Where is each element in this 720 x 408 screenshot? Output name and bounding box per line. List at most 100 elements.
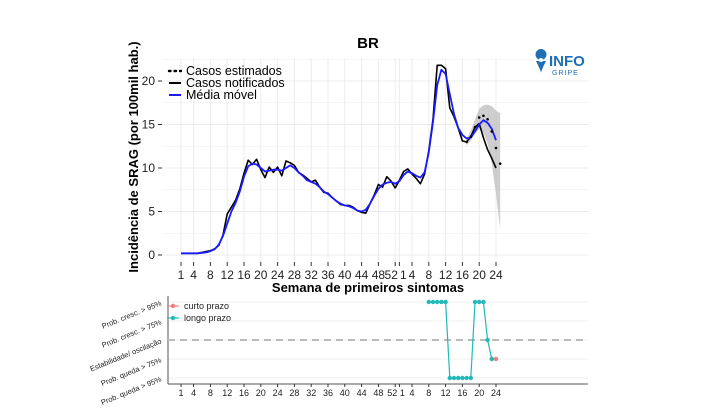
pin-hole — [539, 58, 543, 62]
legend-dot-short-term — [170, 303, 176, 309]
trend-x-tick-label: 4 — [191, 388, 196, 398]
trend-point-long-term — [456, 375, 461, 381]
trend-point-long-term — [426, 299, 431, 305]
x-tick-label: 36 — [321, 268, 335, 282]
main-grid — [162, 58, 589, 262]
trend-x-tick-label: 16 — [457, 388, 467, 398]
x-tick-label: 24 — [271, 268, 285, 282]
trend-x-tick-label: 24 — [273, 388, 283, 398]
legend-label-moving-average: Média móvel — [186, 88, 257, 102]
trend-x-ticks: 1 4 8 12 16 20 24 28 32 36 40 44 48 52 1 4 8 12 16 20 24 — [178, 384, 501, 398]
main-lines — [181, 64, 502, 255]
trend-x-tick-label: 32 — [306, 388, 316, 398]
trend-point-long-term — [481, 299, 486, 305]
x-tick-label: 12 — [221, 268, 235, 282]
x-tick-label: 48 — [372, 268, 386, 282]
trend-y-ticks: Prob. cresc. > 95%Prob. cresc. > 75%Esta… — [89, 298, 163, 407]
y-tick-label: 0 — [148, 248, 155, 262]
estimated-point — [486, 117, 489, 121]
trend-x-tick-label: 20 — [256, 388, 266, 398]
trend-point-short-term — [493, 356, 499, 362]
main-x-ticks: 1 4 8 12 16 20 24 28 32 36 40 44 48 52 1 4 8 12 16 20 24 — [178, 262, 503, 282]
y-tick-label: 15 — [142, 118, 156, 132]
estimated-point — [469, 135, 473, 138]
x-tick-label: 32 — [305, 268, 319, 282]
y-axis-title: Incidência de SRAG (por 100mil hab.) — [126, 41, 141, 272]
x-tick-label: 4 — [190, 268, 197, 282]
legend-label-long-term: longo prazo — [184, 313, 231, 323]
trend-x-tick-label: 1 — [178, 388, 183, 398]
trend-x-tick-label: 40 — [340, 388, 350, 398]
x-tick-label: 28 — [288, 268, 302, 282]
legend-dot-long-term — [170, 315, 176, 321]
x-tick-label: 16 — [456, 268, 470, 282]
trend-x-tick-label: 4 — [409, 388, 414, 398]
legend-label-estimated: Casos estimados — [186, 64, 282, 78]
trend-x-tick-label: 1 — [400, 388, 405, 398]
trend-x-tick-label: 8 — [426, 388, 431, 398]
estimated-point — [482, 114, 485, 118]
trend-x-tick-label: 44 — [357, 388, 367, 398]
trend-x-tick-label: 28 — [289, 388, 299, 398]
estimated-point — [477, 116, 481, 119]
x-tick-label: 1 — [400, 268, 407, 282]
trend-point-long-term — [443, 299, 448, 305]
trend-x-tick-label: 8 — [208, 388, 213, 398]
legend-label-short-term: curto prazo — [184, 301, 229, 311]
main-legend: Casos estimados Casos notificados Média … — [167, 64, 285, 102]
logo-title: INFO — [549, 53, 585, 70]
trend-point-long-term — [472, 299, 478, 305]
trend-point-long-term — [447, 375, 452, 381]
legend-label-notified: Casos notificados — [186, 76, 285, 90]
trend-legend: curto prazo longo prazo — [167, 301, 231, 323]
trend-x-tick-label: 16 — [239, 388, 249, 398]
x-tick-label: 4 — [409, 268, 416, 282]
x-tick-label: 16 — [237, 268, 251, 282]
trend-x-tick-label: 12 — [441, 388, 451, 398]
chart-title: BR — [357, 35, 379, 52]
trend-point-long-term — [477, 299, 482, 305]
x-tick-label: 44 — [355, 268, 369, 282]
infogripe-logo: INFO GRIPE — [535, 49, 585, 77]
y-tick-label: 5 — [148, 205, 155, 219]
trend-x-tick-label: 48 — [373, 388, 383, 398]
estimated-point — [498, 162, 502, 165]
trend-point-long-term — [435, 299, 440, 305]
trend-x-tick-label: 20 — [474, 388, 484, 398]
series-line-moving-average — [181, 68, 497, 255]
x-tick-label: 40 — [338, 268, 352, 282]
x-tick-label: 20 — [473, 268, 487, 282]
estimated-point — [473, 125, 477, 129]
x-axis-title: Semana de primeiros sintomas — [272, 280, 464, 295]
trend-point-long-term — [430, 299, 436, 305]
trend-x-tick-label: 24 — [491, 388, 501, 398]
trend-x-tick-label: 36 — [323, 388, 333, 398]
prediction-band — [466, 104, 501, 229]
estimated-point — [490, 130, 494, 133]
y-tick-label: 10 — [142, 161, 156, 175]
x-tick-label: 52 — [385, 268, 399, 282]
x-tick-label: 1 — [178, 268, 185, 282]
prediction-band-area — [466, 104, 501, 229]
x-tick-label: 20 — [254, 268, 268, 282]
x-tick-label: 8 — [207, 268, 214, 282]
trend-point-long-term — [468, 375, 473, 381]
estimated-point — [465, 140, 468, 144]
x-tick-label: 12 — [439, 268, 453, 282]
trend-lines — [426, 299, 499, 381]
trend-x-tick-label: 52 — [387, 388, 397, 398]
trend-point-long-term — [464, 375, 469, 381]
y-tick-label: 20 — [142, 74, 156, 88]
x-tick-label: 24 — [489, 268, 503, 282]
main-y-ticks: 0 5 10 15 20 — [142, 74, 162, 262]
trend-point-long-term — [485, 337, 490, 343]
trend-point-long-term — [451, 375, 457, 381]
trend-x-tick-label: 12 — [222, 388, 232, 398]
estimated-point — [494, 146, 498, 150]
logo-subtitle: GRIPE — [552, 70, 579, 77]
trend-point-long-term — [439, 299, 444, 305]
x-tick-label: 8 — [425, 268, 432, 282]
trend-point-long-term — [460, 375, 465, 381]
